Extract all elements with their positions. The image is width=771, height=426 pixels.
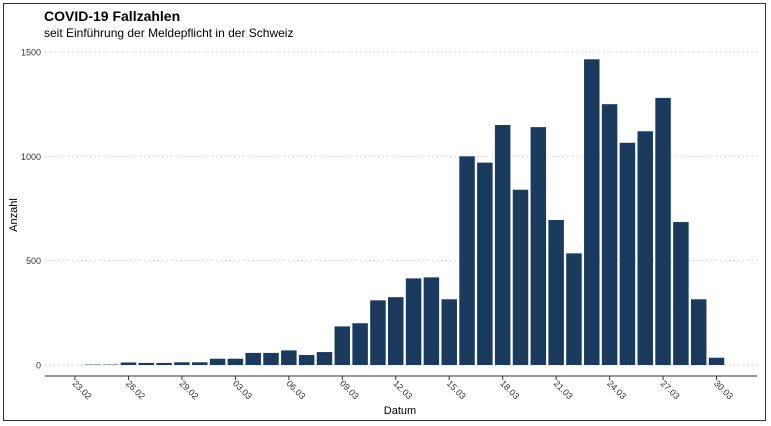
x-tick-label: 15.03	[445, 378, 468, 401]
x-tick-label: 06.03	[284, 378, 307, 401]
bars	[85, 59, 725, 366]
bar-03.03	[227, 358, 244, 365]
x-tick-label: 27.03	[659, 378, 682, 401]
bar-21.03	[548, 219, 564, 365]
bar-01.03	[191, 362, 208, 365]
x-tick-label: 24.03	[605, 378, 628, 401]
bar-02.03	[209, 358, 226, 365]
bar-26.03	[637, 131, 653, 365]
y-axis-label: Anzahl	[8, 198, 20, 232]
x-tick-label: 09.03	[338, 378, 361, 401]
x-tick-label: 30.03	[712, 378, 735, 401]
bar-25.03	[619, 142, 636, 365]
bar-19.03	[512, 189, 529, 365]
y-tick-label: 1500	[21, 48, 41, 58]
y-tick-label: 500	[26, 256, 41, 266]
bar-17.03	[477, 162, 493, 365]
x-axis: 23.02 26.02 29.02 03.03 06.03 09.03 12.03 15.03…	[45, 375, 757, 401]
bar-06.03	[281, 350, 297, 365]
bar-24.03	[601, 104, 618, 366]
bar-15.03	[441, 299, 457, 365]
chart-subtitle: seit Einführung der Meldepflicht in der …	[44, 26, 294, 40]
bar-20.03	[530, 127, 547, 366]
x-tick-label: 23.02	[71, 378, 94, 401]
bar-14.03	[423, 277, 440, 365]
bar-09.03	[334, 326, 351, 365]
y-tick-label: 1000	[21, 152, 41, 162]
bar-23.03	[584, 59, 600, 366]
bar-22.03	[566, 253, 582, 365]
bar-29.02	[174, 362, 190, 365]
bar-12.03	[388, 297, 404, 365]
bar-27.03	[655, 97, 671, 365]
bar-28.02	[156, 362, 172, 365]
y-axis: 0 500 1000 1500	[21, 48, 41, 371]
bar-11.03	[370, 300, 386, 365]
bar-08.03	[316, 352, 333, 365]
bar-28.03	[673, 222, 689, 365]
bar-30.03	[708, 357, 725, 365]
bar-27.02	[138, 362, 155, 365]
chart-title: COVID-19 Fallzahlen	[44, 8, 181, 24]
bar-10.03	[352, 323, 368, 365]
x-tick-label: 29.02	[178, 378, 201, 401]
bar-04.03	[245, 352, 261, 365]
bar-05.03	[263, 352, 279, 365]
bar-16.03	[459, 156, 475, 365]
bar-18.03	[494, 125, 511, 365]
x-tick-label: 21.03	[552, 378, 575, 401]
x-tick-label: 03.03	[231, 378, 254, 401]
bar-07.03	[298, 354, 315, 365]
bar-29.03	[690, 299, 707, 365]
x-tick-label: 18.03	[498, 378, 521, 401]
bar-13.03	[405, 278, 422, 365]
x-tick-label: 12.03	[391, 378, 414, 401]
x-axis-label: Datum	[384, 405, 416, 417]
x-tick-label: 26.02	[124, 378, 147, 401]
y-tick-label: 0	[36, 361, 41, 371]
bar-26.02	[120, 362, 137, 365]
